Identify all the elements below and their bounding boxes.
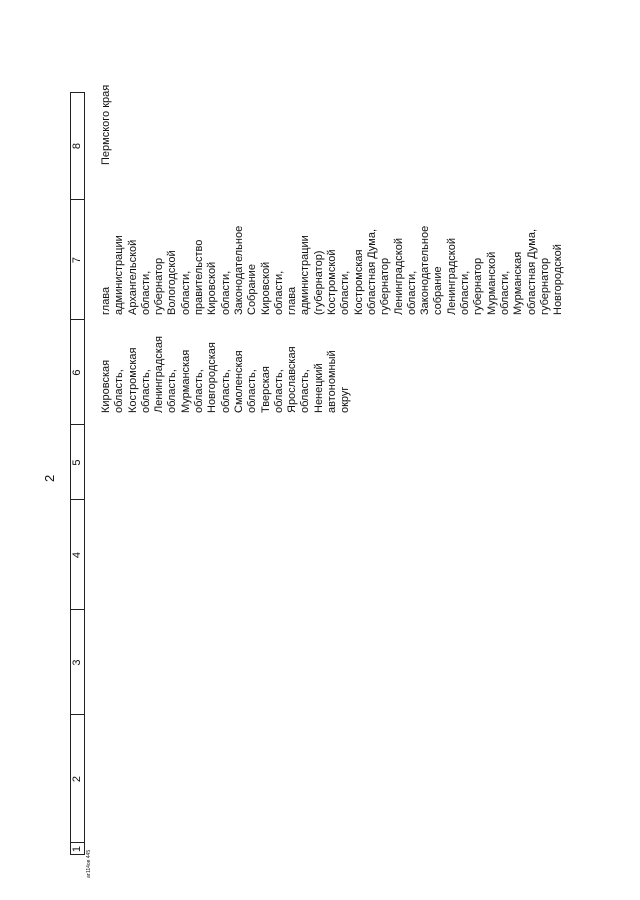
header-cell: 5 — [71, 459, 83, 466]
cell-line: область, — [246, 369, 259, 413]
cell-line: губернатор — [153, 257, 166, 315]
cell-line: глава — [286, 286, 299, 315]
cell-line: Мурманской — [485, 251, 498, 315]
cell-line: Смоленская — [232, 350, 245, 413]
header-cell: 7 — [71, 256, 83, 264]
cell-line: Мурманская — [512, 251, 525, 315]
cell-line: Кировская — [100, 359, 112, 413]
cell-line: собрание — [432, 266, 445, 315]
cell-line: область, — [193, 369, 206, 413]
cell-line: Законодательное — [419, 225, 432, 315]
header-cell: 3 — [71, 659, 83, 666]
footer-code: ат114ов 445 — [86, 849, 92, 878]
cell-line: Мурманская — [179, 349, 192, 413]
cell-line: область, — [272, 369, 285, 413]
cell-line: области, — [139, 270, 152, 315]
cell-line: администрации — [299, 235, 312, 315]
cell-line: (губернатор) — [312, 250, 325, 315]
cell-line: область, — [166, 369, 179, 413]
cell-line: Костромской — [326, 249, 339, 315]
cell-line: Пермского края — [100, 84, 112, 165]
header-cell: 8 — [71, 142, 83, 150]
cell-line: Кировской — [206, 261, 219, 315]
column-separator — [70, 199, 85, 200]
header-cell: 6 — [71, 369, 83, 376]
cell-line: области, — [498, 270, 511, 315]
column-6: Кировская область, Костромская область, Лени… — [100, 336, 353, 413]
cell-line: губернатор — [379, 257, 392, 315]
cell-line: области, — [179, 270, 192, 315]
cell-line: области, — [219, 270, 232, 315]
cell-line: область, — [219, 369, 232, 413]
cell-line: Архангельской — [126, 239, 139, 315]
cell-line: администрации — [113, 235, 126, 315]
cell-line: область, — [113, 369, 126, 413]
column-separator — [70, 609, 85, 610]
cell-line: Тверская — [259, 366, 272, 413]
cell-line: Законодательное — [232, 225, 245, 315]
cell-line: губернатор — [538, 257, 551, 315]
column-separator — [70, 499, 85, 500]
header-cell: 4 — [71, 551, 83, 559]
cell-line: Новгородской — [552, 244, 565, 315]
header-cell: 1 — [71, 845, 83, 853]
cell-line: областная Дума, — [525, 228, 538, 315]
cell-line: Собрание — [246, 264, 259, 315]
cell-line: губернатор — [472, 257, 485, 315]
cell-line: глава — [100, 286, 112, 315]
cell-line: Костромская — [126, 347, 139, 414]
cell-line: областная Дума, — [365, 228, 378, 315]
column-separator — [70, 424, 85, 425]
cell-line: Ненецкий — [312, 363, 325, 413]
column-separator — [70, 319, 85, 320]
page-number: 2 — [42, 474, 57, 482]
cell-line: Ленинградской — [392, 238, 405, 315]
cell-line: Новгородская — [206, 342, 219, 413]
cell-line: Ярославская — [286, 346, 299, 413]
column-separator — [70, 714, 85, 715]
cell-line: Кировской — [259, 261, 272, 315]
cell-line: округ — [339, 386, 352, 413]
cell-line: области, — [459, 270, 472, 315]
column-8: Пермского края — [100, 85, 113, 165]
column-7: глава администрации Архангельской области, г… — [100, 226, 565, 315]
cell-line: автономный — [326, 350, 339, 413]
cell-line: область, — [299, 369, 312, 413]
cell-line: области, — [272, 270, 285, 315]
cell-line: области, — [405, 270, 418, 315]
cell-line: Ленинградской — [445, 238, 458, 315]
cell-line: правительство — [193, 239, 206, 315]
cell-line: Костромская — [352, 249, 365, 316]
cell-line: Ленинградская — [153, 336, 166, 413]
header-cell: 2 — [71, 775, 83, 783]
cell-line: области, — [339, 270, 352, 315]
column-separator — [70, 842, 85, 843]
cell-line: область, — [139, 369, 152, 413]
cell-line: Вологодской — [166, 250, 179, 315]
